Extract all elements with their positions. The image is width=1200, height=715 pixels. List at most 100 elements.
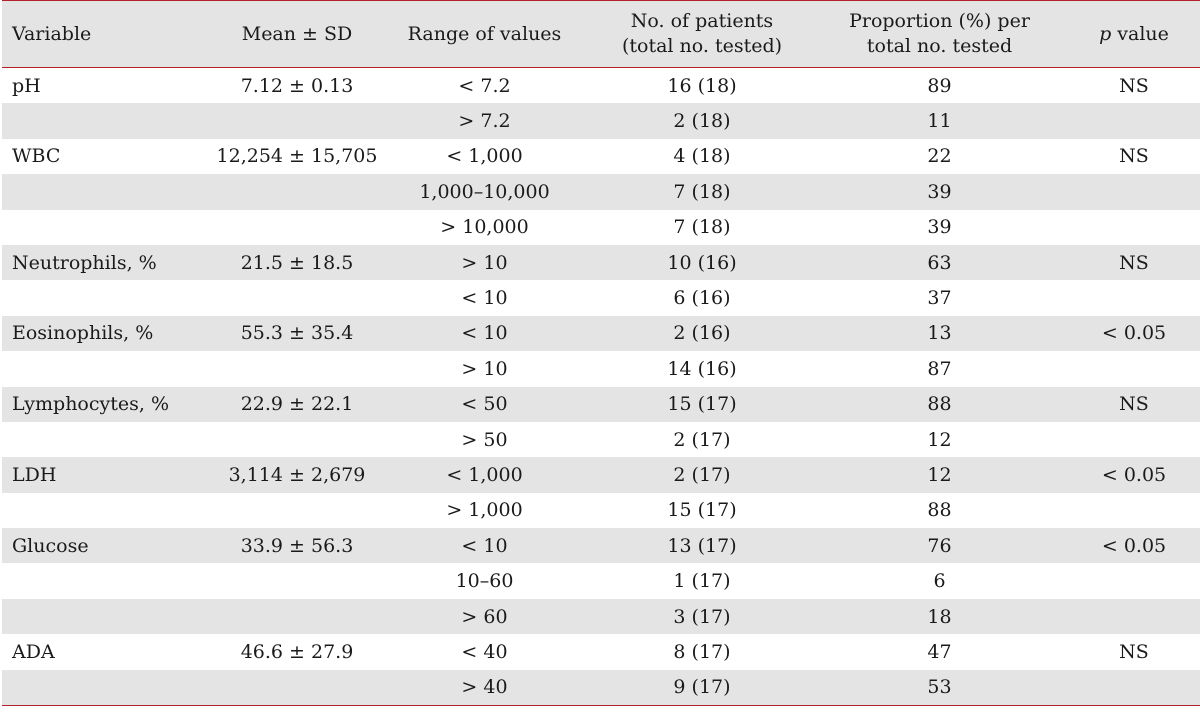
cell-p-value: < 0.05 (1062, 457, 1200, 493)
cell-variable: ADA (12, 640, 55, 663)
cell-p-value: NS (1062, 244, 1200, 281)
cell-variable (2, 174, 212, 210)
cell-p-value: < 0.05 (1062, 528, 1200, 564)
cell-patients: 6 (16) (673, 287, 731, 310)
header-patients: No. of patients (total no. tested) (587, 0, 817, 68)
cell-proportion: 53 (817, 669, 1062, 707)
cell-p-value (1062, 103, 1200, 139)
cell-p-value (1062, 493, 1200, 528)
table-row: Glucose 33.9 ± 56.3 < 10 13 (17) 76 < 0.05 (2, 528, 1200, 564)
cell-mean-sd (212, 210, 382, 245)
header-proportion-line2: total no. tested (866, 35, 1013, 57)
table-row: > 7.2 2 (18) 11 (2, 103, 1200, 139)
cell-patients: 10 (16) (587, 244, 817, 281)
cell-variable (2, 210, 212, 245)
cell-variable (2, 669, 212, 707)
header-proportion: Proportion (%) per total no. tested (817, 0, 1062, 68)
cell-variable: Glucose (2, 528, 212, 564)
cell-mean-sd (212, 493, 382, 528)
table-row: pH 7.12 ± 0.13 < 7.2 16 (18) 89 NS (2, 68, 1200, 104)
cell-p-value (1062, 669, 1200, 707)
cell-variable (2, 493, 212, 528)
cell-patients: 2 (18) (587, 103, 817, 139)
header-patients-line1: No. of patients (630, 10, 774, 32)
cell-variable (2, 280, 212, 315)
cell-range: > 1,000 (446, 499, 523, 522)
cell-proportion: 63 (817, 244, 1062, 281)
header-proportion-line1: Proportion (%) per (849, 10, 1030, 32)
cell-patients: 15 (17) (587, 386, 817, 422)
cell-range: 1,000–10,000 (382, 174, 587, 210)
cell-range: > 7.2 (382, 103, 587, 139)
cell-proportion: 39 (817, 174, 1062, 210)
table-header: Variable Mean ± SD Range of values No. o… (2, 0, 1200, 68)
cell-mean-sd: 7.12 ± 0.13 (240, 74, 354, 97)
header-patients-line2: (total no. tested) (621, 35, 783, 57)
cell-proportion: 87 (927, 357, 952, 380)
cell-mean-sd (212, 280, 382, 315)
cell-variable (2, 351, 212, 386)
cell-proportion: 88 (817, 386, 1062, 422)
table-row: > 50 2 (17) 12 (2, 422, 1200, 457)
cell-mean-sd: 55.3 ± 35.4 (212, 315, 382, 352)
cell-variable: pH (12, 74, 41, 97)
cell-variable: LDH (2, 457, 212, 493)
cell-variable: Neutrophils, % (2, 244, 212, 281)
header-variable: Variable (2, 0, 212, 68)
table-row: ADA 46.6 ± 27.9 < 40 8 (17) 47 NS (2, 634, 1200, 669)
cell-variable: WBC (12, 145, 61, 168)
cell-mean-sd: 3,114 ± 2,679 (212, 457, 382, 493)
cell-p-value: NS (1119, 74, 1149, 97)
cell-p-value (1062, 422, 1200, 457)
cell-proportion: 88 (927, 499, 952, 522)
table-row: LDH 3,114 ± 2,679 < 1,000 2 (17) 12 < 0.05 (2, 457, 1200, 493)
cell-mean-sd (212, 669, 382, 707)
cell-p-value: NS (1062, 386, 1200, 422)
table-row: 1,000–10,000 7 (18) 39 (2, 174, 1200, 210)
cell-p-value (1062, 210, 1200, 245)
cell-range: < 50 (382, 386, 587, 422)
cell-range: > 10,000 (440, 216, 529, 239)
cell-range: < 10 (461, 287, 508, 310)
cell-range: < 1,000 (382, 457, 587, 493)
cell-range: > 10 (461, 357, 508, 380)
cell-range: < 10 (382, 315, 587, 352)
cell-mean-sd (212, 422, 382, 457)
cell-patients: 4 (18) (673, 145, 731, 168)
cell-p-value (1062, 174, 1200, 210)
cell-patients: 16 (18) (667, 74, 737, 97)
cell-patients: 3 (17) (587, 598, 817, 635)
cell-mean-sd: 12,254 ± 15,705 (216, 145, 378, 168)
cell-mean-sd: 46.6 ± 27.9 (240, 640, 354, 663)
cell-mean-sd (212, 174, 382, 210)
cell-patients: 2 (16) (587, 315, 817, 352)
cell-proportion: 76 (817, 528, 1062, 564)
cell-range: < 1,000 (446, 145, 523, 168)
cell-range: > 60 (382, 598, 587, 635)
cell-proportion: 12 (927, 428, 952, 451)
cell-variable: Lymphocytes, % (2, 386, 212, 422)
cell-variable (2, 103, 212, 139)
cell-proportion: 18 (817, 598, 1062, 635)
cell-proportion: 39 (927, 216, 952, 239)
table-row: < 10 6 (16) 37 (2, 280, 1200, 315)
cell-range: > 50 (461, 428, 508, 451)
table-row: > 40 9 (17) 53 (2, 669, 1200, 707)
header-mean-sd: Mean ± SD (212, 0, 382, 68)
cell-proportion: 89 (927, 74, 952, 97)
cell-variable (2, 422, 212, 457)
cell-variable: Eosinophils, % (2, 315, 212, 352)
cell-range: 10–60 (455, 570, 514, 593)
cell-proportion: 11 (817, 103, 1062, 139)
cell-patients: 8 (17) (673, 640, 731, 663)
table-row: > 10 14 (16) 87 (2, 351, 1200, 386)
cell-patients: 2 (17) (587, 457, 817, 493)
cell-proportion: 12 (817, 457, 1062, 493)
cell-proportion: 37 (927, 287, 952, 310)
header-row: Variable Mean ± SD Range of values No. o… (2, 0, 1200, 68)
cell-proportion: 47 (927, 640, 952, 663)
cell-patients: 1 (17) (673, 570, 731, 593)
cell-p-value (1062, 280, 1200, 315)
